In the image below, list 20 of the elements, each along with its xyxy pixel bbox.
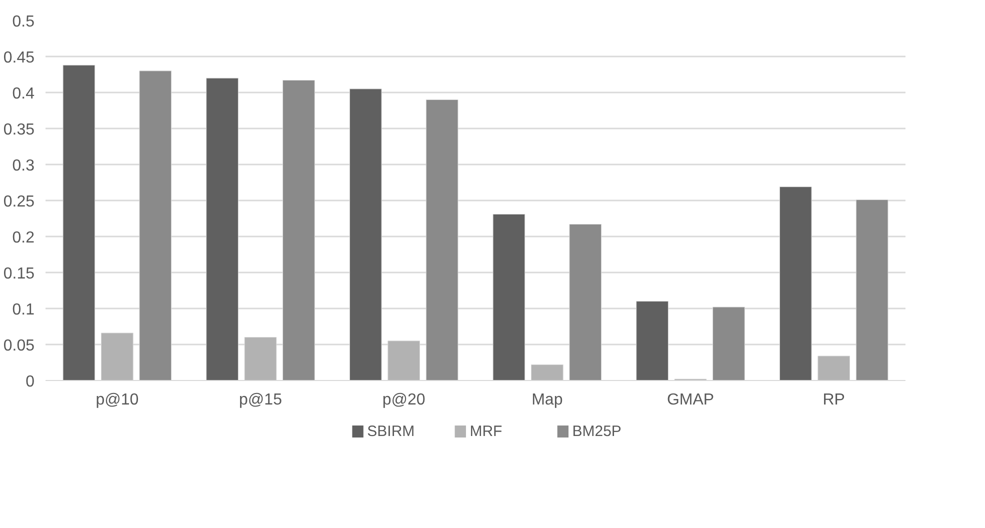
y-tick-label: 0.45 [3, 50, 35, 66]
y-tick-label: 0.3 [12, 158, 35, 174]
y-tick-label: 0.35 [3, 122, 35, 138]
x-tick-label: p@20 [382, 392, 426, 408]
y-tick-label: 0.4 [12, 86, 35, 102]
y-tick-label: 0.1 [12, 302, 35, 318]
legend-label: SBIRM [367, 423, 415, 440]
y-tick-label: 0.5 [12, 14, 35, 30]
legend-label: MRF [470, 423, 502, 440]
x-tick-label: p@10 [96, 392, 139, 408]
x-tick-label: p@15 [239, 392, 282, 408]
x-tick-label: Map [532, 392, 563, 408]
y-tick-label: 0.2 [12, 230, 35, 246]
x-tick-label: RP [822, 392, 845, 408]
y-tick-label: 0.05 [3, 338, 35, 354]
y-tick-label: 0.15 [3, 266, 35, 282]
y-tick-label: 0 [26, 374, 35, 390]
x-tick-label: GMAP [666, 392, 714, 408]
y-tick-label: 0.25 [3, 194, 35, 210]
legend-label: BM25P [572, 423, 622, 440]
